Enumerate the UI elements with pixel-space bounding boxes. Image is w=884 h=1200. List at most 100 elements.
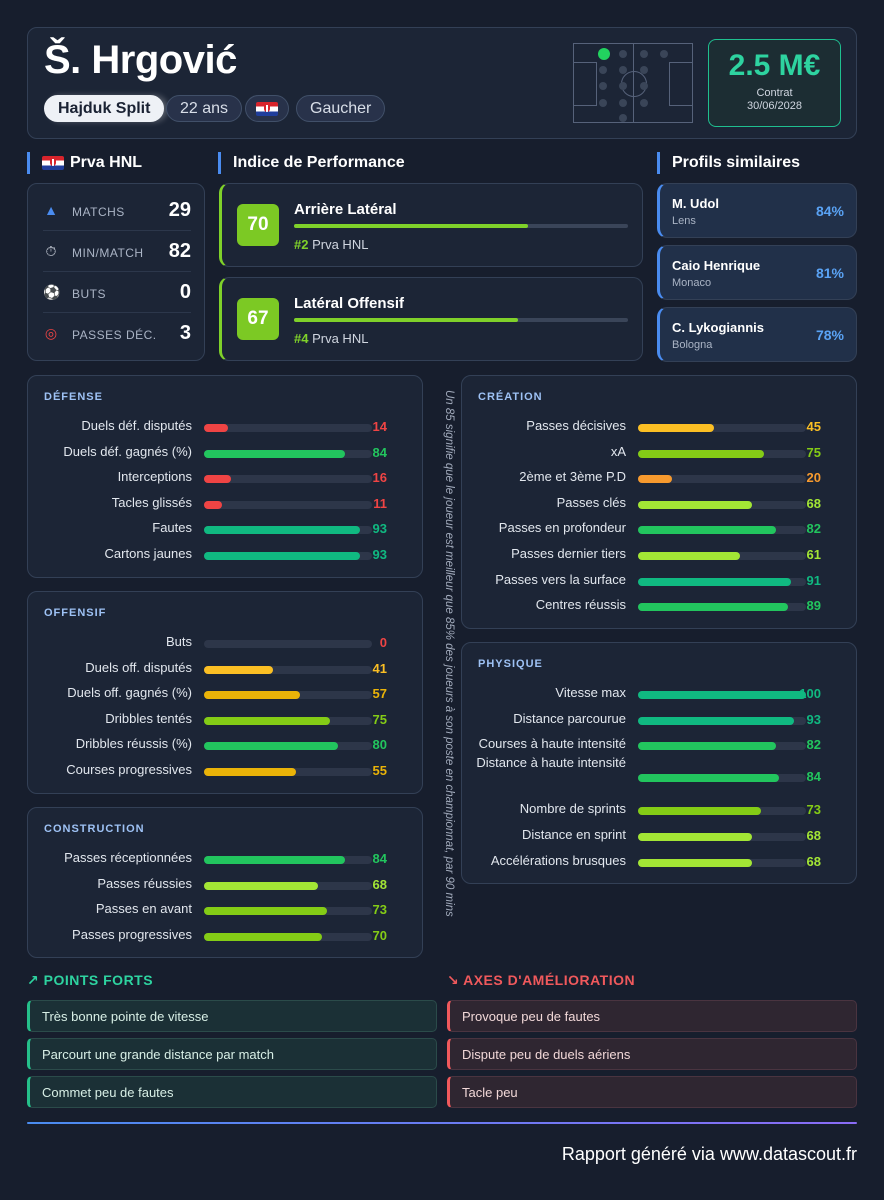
metric-bar-fill <box>204 500 223 509</box>
metric-row: Buts 0 <box>28 634 422 654</box>
metric-bar <box>638 691 806 699</box>
metric-label: Tacles glissés <box>111 494 192 510</box>
similar-profile-card[interactable]: Caio Henrique Monaco 81% <box>657 245 857 300</box>
performance-rank: #4 Prva HNL <box>294 331 369 346</box>
metric-row: Tacles glissés 11 <box>28 495 422 515</box>
metric-bar <box>204 449 372 458</box>
metric-bar <box>638 833 806 841</box>
metric-bar-fill <box>638 603 788 612</box>
metric-value: 68 <box>806 828 821 843</box>
weakness-item: Dispute peu de duels aériens <box>447 1038 857 1070</box>
foot-badge: Gaucher <box>296 95 386 122</box>
metric-row: Passes réceptionnées 84 <box>28 850 422 870</box>
metric-bar <box>204 526 372 535</box>
metric-row: Courses progressives 55 <box>28 762 422 782</box>
similar-title: Profils similaires <box>657 152 800 174</box>
creation-panel: CRÉATION Passes décisives 45 xA 75 2ème et 3… <box>461 375 857 629</box>
metric-bar-fill <box>638 449 764 458</box>
metric-value: 84 <box>372 851 387 866</box>
metric-label: xA <box>610 443 626 459</box>
panel-title: OFFENSIF <box>44 607 107 619</box>
metric-row: Nombre de sprints 73 <box>462 801 856 821</box>
metric-row: Courses à haute intensité 82 <box>462 736 856 756</box>
construction-panel: CONSTRUCTION Passes réceptionnées 84 Passe… <box>27 807 423 958</box>
similar-profile-name: M. Udol <box>672 196 719 211</box>
metric-bar-fill <box>204 449 346 458</box>
similar-profile-card[interactable]: C. Lykogiannis Bologna 78% <box>657 307 857 362</box>
metric-row: Centres réussis 89 <box>462 597 856 617</box>
performance-score: 70 <box>237 204 279 246</box>
performance-card-1: 70 Arrière Latéral #2 Prva HNL <box>219 183 643 267</box>
metric-value: 45 <box>806 419 821 434</box>
metric-bar-fill <box>204 552 361 560</box>
similar-profile-club: Lens <box>672 215 696 227</box>
stat-row-goals: ⚽ BUTS 0 <box>43 272 191 313</box>
contract-value: 2.5 M€ <box>728 49 821 82</box>
metric-bar <box>204 665 372 674</box>
metric-row: Passes clés 68 <box>462 495 856 515</box>
metric-label: Passes clés <box>556 494 626 510</box>
metric-row: Passes vers la surface 91 <box>462 572 856 592</box>
metric-bar-fill <box>638 500 753 509</box>
league-title: Prva HNL <box>27 152 142 174</box>
metric-bar <box>204 881 372 890</box>
metric-bar-fill <box>638 807 761 816</box>
metric-bar-fill <box>638 858 753 867</box>
metric-row: 2ème et 3ème P.D 20 <box>462 469 856 489</box>
similar-profile-pct: 84% <box>815 203 844 219</box>
metric-bar <box>204 716 372 725</box>
metric-label: Passes dernier tiers <box>511 546 626 561</box>
metric-bar-fill <box>204 691 300 700</box>
metric-bar-fill <box>204 526 361 535</box>
metric-row: Duels off. disputés 41 <box>28 660 422 680</box>
metric-row: Interceptions 16 <box>28 469 422 489</box>
metric-value: 20 <box>806 470 821 486</box>
metric-bar <box>204 768 372 776</box>
metric-bar <box>204 691 372 700</box>
panel-title: CRÉATION <box>478 391 543 403</box>
metric-bar-fill <box>204 424 228 432</box>
metric-bar <box>638 552 806 560</box>
metric-value: 82 <box>806 737 821 753</box>
performance-bar <box>294 318 628 322</box>
metric-bar <box>638 716 806 725</box>
strength-item: Très bonne pointe de vitesse <box>27 1000 437 1032</box>
ball-icon: ⚽ <box>43 284 61 300</box>
metric-bar-fill <box>638 577 791 586</box>
metric-bar <box>204 475 372 484</box>
metric-row: Passes en avant 73 <box>28 901 422 921</box>
metric-label: Duels déf. gagnés (%) <box>63 443 192 459</box>
panel-title: PHYSIQUE <box>478 658 543 670</box>
metric-bar <box>204 552 372 560</box>
metric-bar <box>638 526 806 535</box>
metric-row: Duels off. gagnés (%) 57 <box>28 685 422 705</box>
metric-label: Vitesse max <box>555 685 626 700</box>
physical-panel: PHYSIQUE Vitesse max 100 Distance parcouru… <box>461 642 857 884</box>
metric-bar <box>204 907 372 916</box>
metric-value: 89 <box>806 598 821 614</box>
metric-bar-fill <box>638 526 776 535</box>
metric-bar-fill <box>638 424 714 432</box>
metric-bar <box>204 640 372 648</box>
metric-value: 68 <box>806 853 821 869</box>
metric-label: Passes progressives <box>72 926 192 942</box>
metric-label: Courses progressives <box>66 762 192 777</box>
metric-value: 41 <box>372 660 387 676</box>
metric-row: Distance en sprint 68 <box>462 827 856 847</box>
metric-label: Distance parcourue <box>513 710 626 726</box>
metric-label: Duels off. gagnés (%) <box>67 685 192 701</box>
similar-profile-name: C. Lykogiannis <box>672 320 764 335</box>
league-stats-card: ▲ MATCHS 29 ⏱ MIN/MATCH 82 ⚽ BUTS 0 ◎ PA… <box>27 183 205 361</box>
metric-bar-fill <box>638 691 806 699</box>
metric-bar <box>638 475 806 484</box>
similar-profile-club: Bologna <box>672 339 713 351</box>
metric-value: 73 <box>806 802 821 818</box>
strength-item: Parcourt une grande distance par match <box>27 1038 437 1070</box>
metric-label: Passes en profondeur <box>498 520 626 536</box>
offensive-panel: OFFENSIF Buts 0 Duels off. disputés 41 Duels… <box>27 591 423 794</box>
croatia-flag-icon <box>42 155 64 170</box>
target-icon: ◎ <box>44 325 58 341</box>
metric-label: Fautes <box>152 520 192 536</box>
performance-bar <box>294 224 628 228</box>
similar-profile-card[interactable]: M. Udol Lens 84% <box>657 183 857 238</box>
